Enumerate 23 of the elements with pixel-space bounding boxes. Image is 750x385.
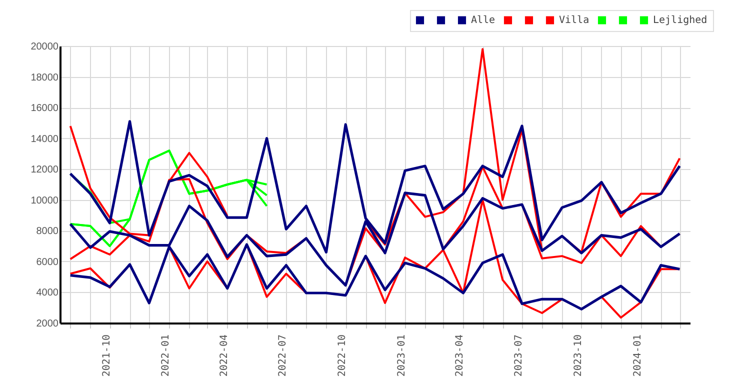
x-tick-label: 2022-10 bbox=[337, 334, 348, 377]
x-tick-label: 2023-10 bbox=[572, 334, 584, 377]
y-tick-label: 18000 bbox=[30, 72, 59, 84]
y-tick-label: 6000 bbox=[36, 256, 59, 268]
legend-label: Villa bbox=[559, 15, 590, 26]
x-tick-label: 2022-04 bbox=[218, 334, 230, 377]
legend-label: Lejlighed bbox=[653, 15, 708, 26]
x-tick-label: 2023-07 bbox=[514, 334, 524, 377]
y-tick-label: 20000 bbox=[30, 42, 59, 52]
y-tick-label: 8000 bbox=[36, 226, 59, 238]
x-tick-label: 2021-10 bbox=[101, 334, 112, 377]
x-tick-label: 2024-01 bbox=[632, 334, 644, 377]
x-tick-label: 2022-07 bbox=[278, 334, 289, 377]
x-tick-label: 2023-04 bbox=[454, 334, 466, 377]
y-tick-label: 2000 bbox=[36, 318, 59, 330]
y-tick-label: 12000 bbox=[30, 164, 59, 176]
x-tick-label: 2022-01 bbox=[160, 334, 172, 377]
y-tick-label: 16000 bbox=[30, 103, 59, 114]
y-tick-label: 10000 bbox=[30, 195, 59, 206]
y-tick-label: 14000 bbox=[30, 134, 59, 145]
x-tick-label: 2023-01 bbox=[396, 334, 408, 377]
y-tick-label: 4000 bbox=[36, 288, 59, 299]
legend-label: Alle bbox=[471, 15, 496, 26]
